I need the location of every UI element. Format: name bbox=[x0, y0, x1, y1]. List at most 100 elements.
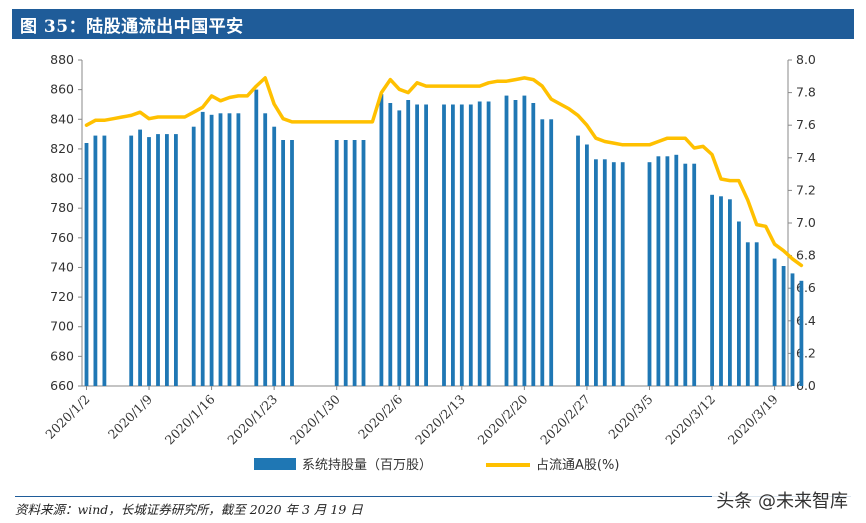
right-tick-label: 7.6 bbox=[796, 117, 816, 132]
bar bbox=[254, 89, 259, 386]
bar bbox=[290, 140, 294, 386]
x-tick-label: 2020/1/30 bbox=[287, 391, 343, 447]
right-tick-label: 6.2 bbox=[796, 345, 816, 360]
right-tick-label: 6.0 bbox=[796, 378, 816, 393]
bar bbox=[138, 129, 142, 386]
x-tick-label: 2020/3/19 bbox=[725, 391, 781, 447]
bar bbox=[209, 114, 214, 387]
x-tick-label: 2020/1/9 bbox=[105, 391, 155, 441]
legend-line-label: 占流通A股(%) bbox=[536, 458, 619, 473]
bar bbox=[415, 104, 419, 386]
bar bbox=[674, 154, 679, 386]
left-tick-label: 720 bbox=[50, 289, 74, 304]
bar bbox=[692, 163, 697, 386]
bar bbox=[84, 143, 89, 386]
share-line bbox=[84, 76, 804, 268]
bar bbox=[397, 110, 402, 387]
left-tick-label: 800 bbox=[50, 171, 74, 186]
left-tick-label: 760 bbox=[50, 230, 74, 245]
bar bbox=[379, 94, 384, 386]
x-tick-label: 2020/3/12 bbox=[662, 392, 718, 448]
figure-title: 图 35：陆股通流出中国平安 bbox=[20, 16, 244, 37]
x-tick-label: 2020/2/6 bbox=[355, 391, 405, 441]
bar bbox=[468, 104, 473, 386]
left-tick-label: 700 bbox=[50, 319, 74, 334]
bar bbox=[647, 162, 652, 386]
bar bbox=[424, 104, 428, 386]
bar bbox=[504, 95, 509, 386]
bar bbox=[531, 103, 536, 386]
right-tick-label: 7.4 bbox=[796, 150, 816, 165]
bar bbox=[147, 137, 151, 386]
bar bbox=[665, 156, 670, 386]
bar bbox=[200, 111, 205, 387]
x-tick-label: 2020/2/20 bbox=[475, 391, 531, 447]
left-tick-label: 780 bbox=[50, 200, 74, 215]
bar bbox=[754, 242, 759, 386]
bar bbox=[620, 162, 625, 386]
bar bbox=[334, 140, 339, 386]
left-tick-label: 840 bbox=[50, 111, 74, 126]
bar bbox=[218, 113, 223, 387]
left-tick-label: 820 bbox=[50, 141, 74, 156]
bar bbox=[477, 101, 482, 386]
bar bbox=[728, 199, 732, 386]
bar bbox=[611, 162, 616, 386]
left-tick-label: 740 bbox=[50, 259, 74, 274]
left-tick-label: 660 bbox=[50, 378, 74, 393]
x-tick-label: 2020/1/23 bbox=[224, 391, 280, 447]
bar bbox=[459, 104, 464, 386]
source-note: 资料来源：wind，长城证券研究所，截至 2020 年 3 月 19 日 bbox=[15, 496, 851, 518]
legend-bar-label: 系统持股量（百万股） bbox=[302, 458, 432, 473]
bar bbox=[594, 159, 598, 386]
x-tick-label: 2020/2/27 bbox=[537, 391, 593, 447]
bar bbox=[737, 221, 741, 386]
bar bbox=[227, 113, 232, 387]
left-tick-label: 860 bbox=[50, 82, 74, 97]
bar bbox=[772, 258, 777, 386]
left-tick-label: 880 bbox=[50, 52, 74, 67]
x-tick-label: 2020/3/5 bbox=[605, 392, 655, 442]
bar bbox=[352, 140, 357, 386]
right-tick-label: 7.0 bbox=[796, 215, 816, 230]
bar bbox=[745, 242, 750, 386]
bar bbox=[602, 159, 607, 386]
bar bbox=[790, 273, 795, 386]
bar bbox=[281, 140, 285, 386]
bar bbox=[343, 140, 348, 386]
bar bbox=[156, 134, 160, 386]
bar bbox=[719, 196, 723, 386]
bar bbox=[781, 266, 786, 386]
bar bbox=[129, 135, 134, 386]
bar bbox=[540, 119, 545, 387]
bar bbox=[263, 113, 268, 387]
bar bbox=[522, 95, 527, 386]
bar bbox=[174, 134, 178, 386]
bar bbox=[272, 126, 277, 386]
bar bbox=[361, 140, 366, 386]
bar bbox=[442, 104, 446, 386]
left-tick-label: 680 bbox=[50, 348, 74, 363]
x-tick-label: 2020/2/13 bbox=[412, 391, 468, 447]
bar bbox=[799, 280, 804, 386]
right-tick-label: 6.8 bbox=[796, 248, 816, 263]
bar bbox=[191, 126, 196, 386]
bar bbox=[549, 119, 554, 387]
bar bbox=[585, 144, 589, 386]
bar bbox=[406, 100, 411, 386]
x-tick-label: 2020/1/16 bbox=[162, 391, 218, 447]
legend-bar-swatch bbox=[254, 458, 296, 470]
bar bbox=[710, 194, 714, 386]
bar bbox=[451, 104, 455, 386]
bar bbox=[486, 101, 491, 386]
watermark: 头条 @未来智库 bbox=[712, 486, 852, 514]
bar bbox=[656, 156, 661, 386]
figure-header: 图 35：陆股通流出中国平安 bbox=[12, 9, 854, 39]
bar bbox=[388, 103, 393, 386]
right-tick-label: 8.0 bbox=[796, 52, 816, 67]
bar bbox=[165, 134, 169, 386]
bar bbox=[93, 135, 98, 386]
right-tick-label: 7.2 bbox=[796, 182, 816, 197]
right-tick-label: 7.8 bbox=[796, 85, 816, 100]
